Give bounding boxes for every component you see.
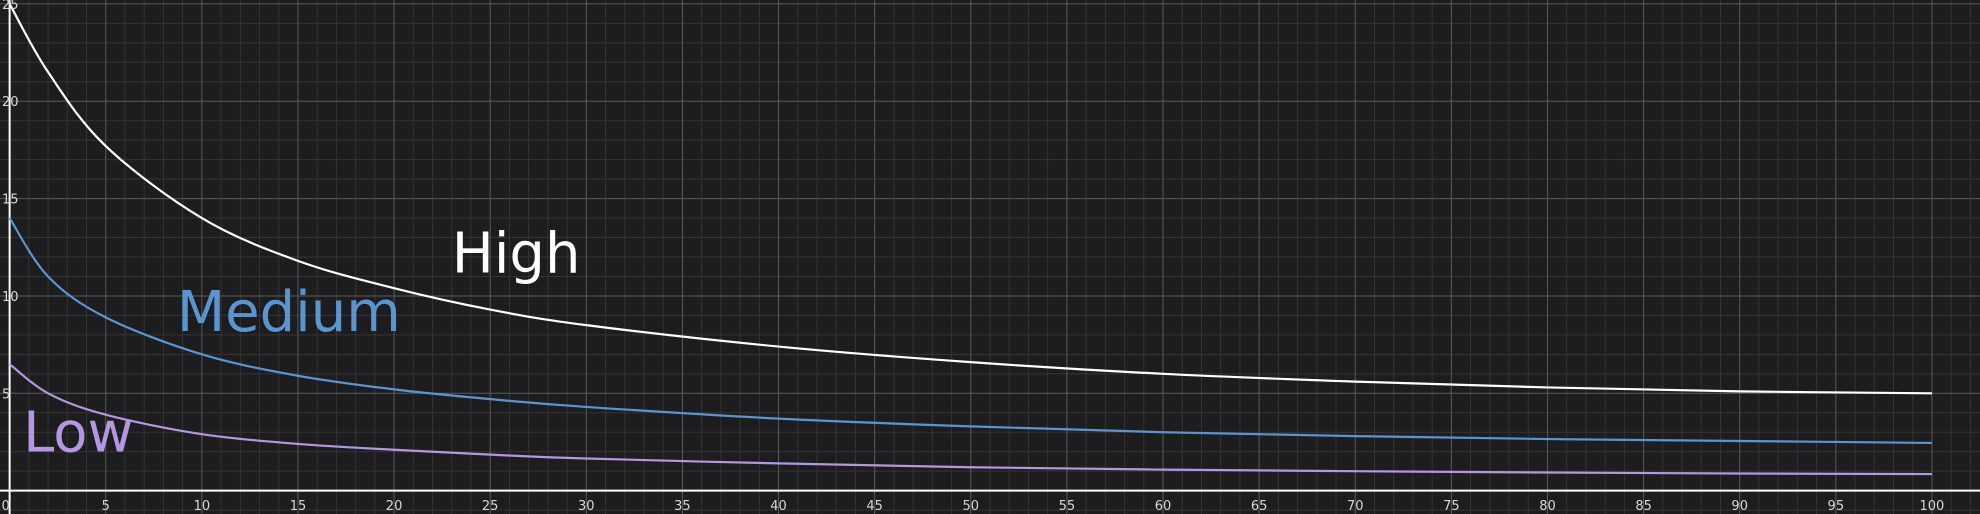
- x-tick-label: 25: [482, 499, 499, 514]
- x-tick-label: 60: [1155, 499, 1172, 514]
- series-line-high: [8, 3, 1932, 395]
- series-label-low: Low: [23, 401, 133, 466]
- series-lines: [8, 3, 1932, 476]
- y-tick-label: 10: [2, 290, 19, 305]
- x-tick-label: 50: [963, 499, 980, 514]
- x-tick-label: 65: [1251, 499, 1268, 514]
- x-tick-label: 85: [1635, 499, 1652, 514]
- x-tick-label: 5: [102, 499, 110, 514]
- y-tick-label: 20: [2, 95, 19, 110]
- x-tick-label: 70: [1347, 499, 1364, 514]
- series-label-high: High: [452, 222, 581, 287]
- x-tick-label: 90: [1731, 499, 1748, 514]
- x-tick-label: 10: [194, 499, 211, 514]
- x-tick-label: 75: [1443, 499, 1460, 514]
- x-tick-label: 20: [386, 499, 403, 514]
- x-tick-label: 80: [1539, 499, 1556, 514]
- series-line-low: [8, 363, 1932, 476]
- series-annotations: High Medium Low: [23, 222, 580, 466]
- series-label-medium: Medium: [177, 280, 401, 345]
- x-tick-label: 35: [674, 499, 691, 514]
- series-line-medium: [8, 217, 1932, 445]
- x-tick-label: 15: [290, 499, 307, 514]
- x-tick-label: 95: [1828, 499, 1845, 514]
- x-tick-label: 45: [866, 499, 883, 514]
- x-tick-label: 0: [1, 499, 9, 514]
- y-tick-label: 15: [2, 193, 19, 208]
- y-tick-label: 25: [2, 0, 19, 13]
- x-tick-label: 30: [578, 499, 595, 514]
- x-tick-label: 55: [1059, 499, 1076, 514]
- y-tick-label: 5: [2, 387, 10, 402]
- x-tick-label: 100: [1920, 499, 1945, 514]
- x-tick-label: 40: [770, 499, 787, 514]
